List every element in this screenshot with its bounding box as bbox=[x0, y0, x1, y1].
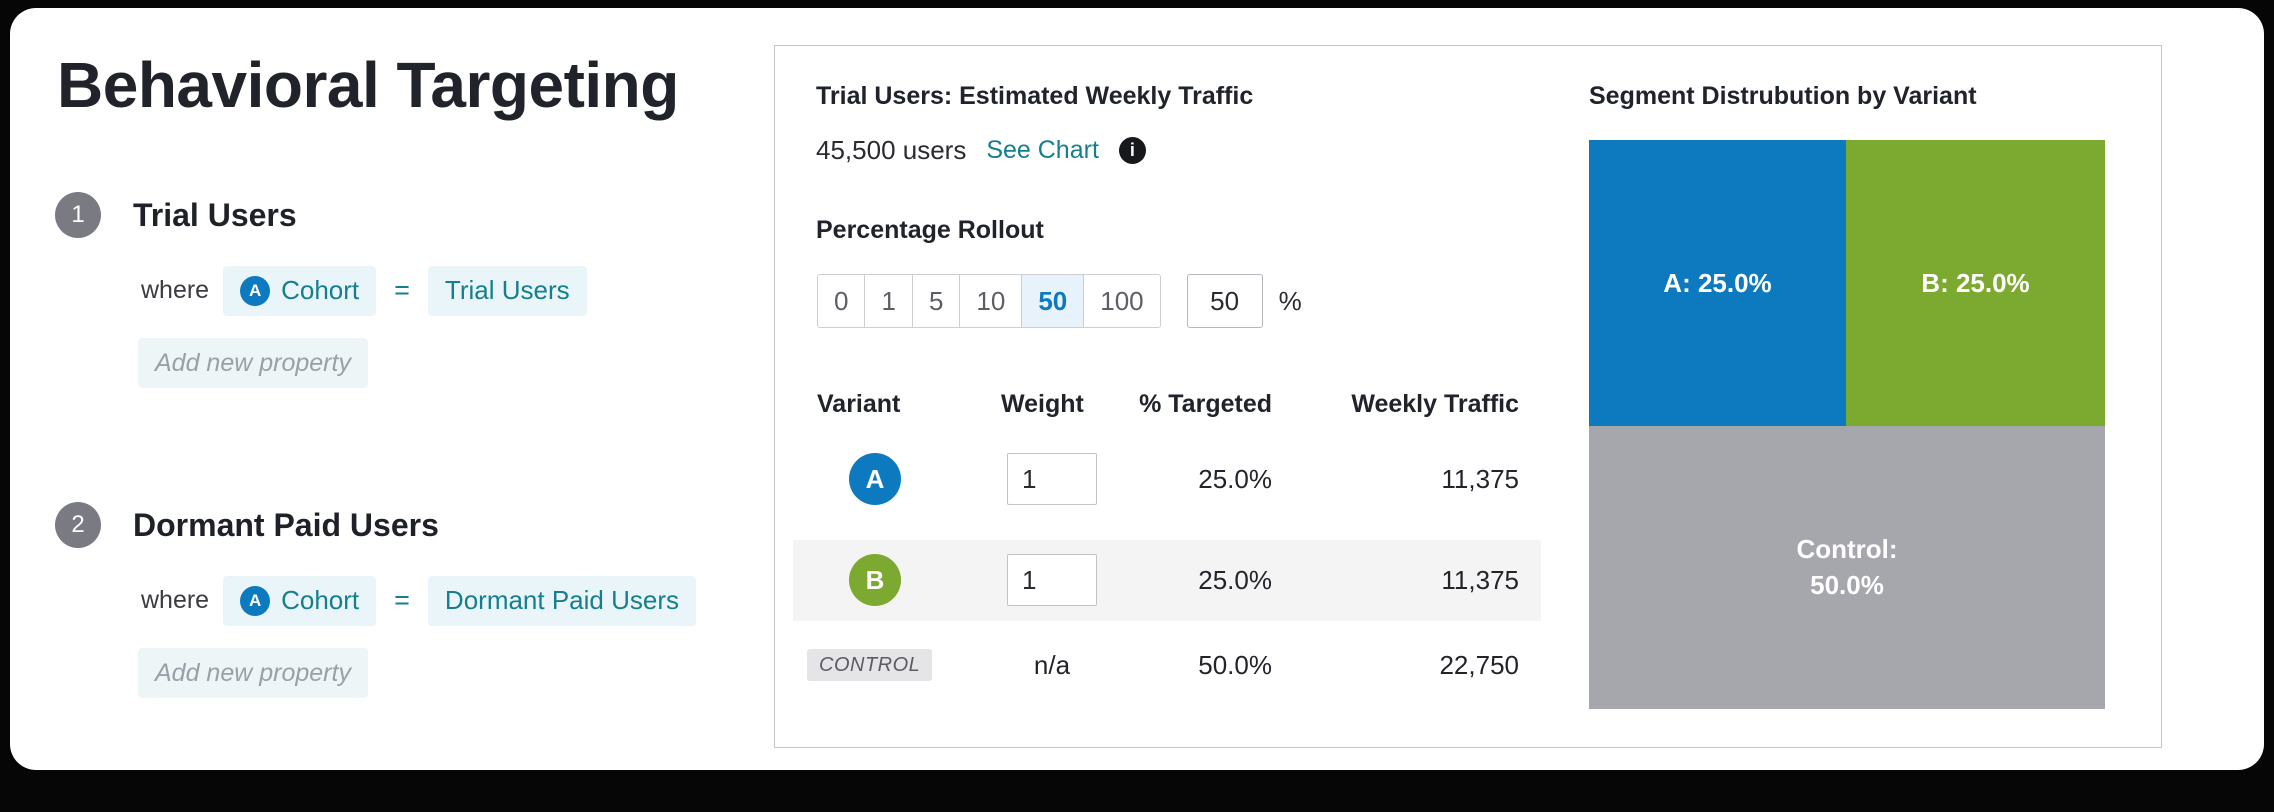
treemap-control: Control: 50.0% bbox=[1589, 426, 2105, 709]
cohort-icon: A bbox=[240, 585, 271, 616]
condition-row: where A Cohort = Trial Users bbox=[141, 265, 755, 316]
rollout-custom-input[interactable] bbox=[1186, 274, 1263, 328]
where-label: where bbox=[141, 586, 210, 614]
cohort-property-pill[interactable]: A Cohort bbox=[223, 265, 377, 316]
column-header-variant: Variant bbox=[817, 390, 901, 418]
rollout-option-5[interactable]: 5 bbox=[911, 274, 961, 328]
segment-number-badge: 1 bbox=[55, 192, 101, 238]
equals-operator[interactable]: = bbox=[394, 585, 410, 615]
traffic-value: 45,500 users bbox=[816, 134, 967, 165]
rollout-option-1[interactable]: 1 bbox=[864, 274, 913, 328]
weekly-traffic-a: 11,375 bbox=[1441, 464, 1519, 494]
property-label: Cohort bbox=[281, 275, 360, 305]
column-header-weekly-traffic: Weekly Traffic bbox=[1351, 390, 1519, 418]
rollout-controls: 0 1 5 10 50 100 % bbox=[817, 274, 1302, 328]
cohort-icon: A bbox=[240, 275, 271, 306]
segment-name: Trial Users bbox=[133, 196, 297, 233]
see-chart-link[interactable]: See Chart bbox=[986, 135, 1099, 164]
cohort-value-pill[interactable]: Trial Users bbox=[427, 265, 587, 316]
segment-header: 1 Trial Users bbox=[55, 192, 755, 238]
treemap-label-control: Control: 50.0% bbox=[1796, 534, 1898, 600]
treemap-variant-a: A: 25.0% bbox=[1589, 140, 1846, 426]
property-label: Cohort bbox=[281, 585, 360, 615]
rollout-button-group: 0 1 5 10 50 100 bbox=[817, 274, 1161, 328]
control-badge: CONTROL bbox=[807, 649, 933, 681]
cohort-property-pill[interactable]: A Cohort bbox=[223, 575, 377, 626]
add-new-property-input[interactable]: Add new property bbox=[138, 648, 368, 698]
where-label: where bbox=[141, 276, 210, 304]
behavioral-targeting-card: Behavioral Targeting 1 Trial Users where… bbox=[10, 8, 2264, 770]
row-b-highlight bbox=[793, 540, 1541, 621]
weight-input-b[interactable] bbox=[1007, 554, 1097, 606]
column-header-targeted: % Targeted bbox=[1139, 390, 1272, 418]
rollout-option-100[interactable]: 100 bbox=[1083, 274, 1161, 328]
segment-number-badge: 2 bbox=[55, 502, 101, 548]
treemap-label-a: A: 25.0% bbox=[1663, 267, 1772, 298]
page-title: Behavioral Targeting bbox=[57, 49, 679, 121]
percentage-rollout-label: Percentage Rollout bbox=[816, 216, 1044, 244]
weight-na: n/a bbox=[1033, 650, 1071, 680]
add-new-property-input[interactable]: Add new property bbox=[138, 338, 368, 388]
targeted-value-a: 25.0% bbox=[1198, 464, 1272, 494]
weekly-traffic-control: 22,750 bbox=[1439, 650, 1519, 680]
rollout-option-50[interactable]: 50 bbox=[1021, 274, 1085, 328]
segment-distribution-treemap: A: 25.0% B: 25.0% Control: 50.0% bbox=[1589, 140, 2105, 709]
variant-a-badge: A bbox=[849, 453, 901, 505]
treemap-label-b: B: 25.0% bbox=[1921, 267, 2030, 298]
weekly-traffic-b: 11,375 bbox=[1441, 565, 1519, 595]
cohort-value-pill[interactable]: Dormant Paid Users bbox=[427, 575, 696, 626]
weight-input-a[interactable] bbox=[1007, 453, 1097, 505]
rollout-option-0[interactable]: 0 bbox=[817, 274, 866, 328]
column-header-weight: Weight bbox=[1001, 390, 1084, 418]
variant-b-badge: B bbox=[849, 554, 901, 606]
condition-row: where A Cohort = Dormant Paid Users bbox=[141, 575, 755, 626]
traffic-value-row: 45,500 users See Chart i bbox=[816, 132, 1146, 168]
segment-name: Dormant Paid Users bbox=[133, 506, 439, 543]
segment-header: 2 Dormant Paid Users bbox=[55, 502, 755, 548]
info-icon[interactable]: i bbox=[1118, 136, 1146, 164]
segment-trial-users: 1 Trial Users where A Cohort = Trial Use… bbox=[55, 192, 755, 388]
traffic-title: Trial Users: Estimated Weekly Traffic bbox=[816, 82, 1254, 110]
targeted-value-b: 25.0% bbox=[1198, 565, 1272, 595]
treemap-variant-b: B: 25.0% bbox=[1846, 140, 2105, 426]
segment-distribution-title: Segment Distrubution by Variant bbox=[1589, 82, 1977, 110]
segment-dormant-paid-users: 2 Dormant Paid Users where A Cohort = Do… bbox=[55, 502, 755, 698]
targeted-value-control: 50.0% bbox=[1198, 650, 1272, 680]
equals-operator[interactable]: = bbox=[394, 275, 410, 305]
rollout-option-10[interactable]: 10 bbox=[959, 274, 1023, 328]
percent-unit-label: % bbox=[1278, 285, 1302, 316]
traffic-panel: Trial Users: Estimated Weekly Traffic 45… bbox=[774, 45, 2162, 748]
